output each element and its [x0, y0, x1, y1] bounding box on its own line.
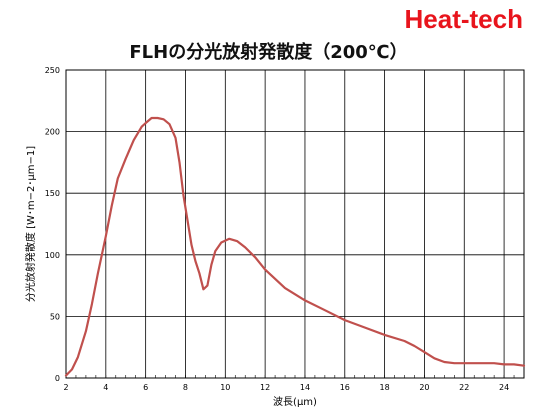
brand-logo: Heat-tech: [404, 4, 523, 34]
y-tick-label: 50: [50, 312, 60, 321]
y-tick-label: 0: [55, 374, 60, 383]
x-tick-label: 14: [300, 383, 310, 392]
plot-border: [65, 69, 525, 379]
y-axis-label: 分光放射発散度 [W･m−2･μm−1]: [24, 146, 37, 302]
x-tick-label: 22: [459, 383, 469, 392]
x-tick-label: 10: [220, 383, 230, 392]
x-tick-label: 12: [260, 383, 270, 392]
y-tick-label: 250: [45, 66, 60, 75]
x-tick-label: 20: [419, 383, 429, 392]
series-line: [64, 116, 526, 377]
x-tick-label: 6: [143, 383, 148, 392]
plot-area: [66, 70, 524, 378]
x-tick-label: 16: [340, 383, 350, 392]
y-tick-label: 100: [45, 251, 60, 260]
y-tick-label: 200: [45, 128, 60, 137]
x-tick-label: 24: [499, 383, 509, 392]
x-tick-label: 18: [380, 383, 390, 392]
x-tick-label: 4: [103, 383, 108, 392]
x-axis-label: 波長(μm): [273, 395, 317, 408]
x-tick-label: 2: [63, 383, 68, 392]
x-tick-label: 8: [183, 383, 188, 392]
chart-title: FLHの分光放射発散度（200℃）: [129, 42, 408, 63]
y-tick-label: 150: [45, 189, 60, 198]
